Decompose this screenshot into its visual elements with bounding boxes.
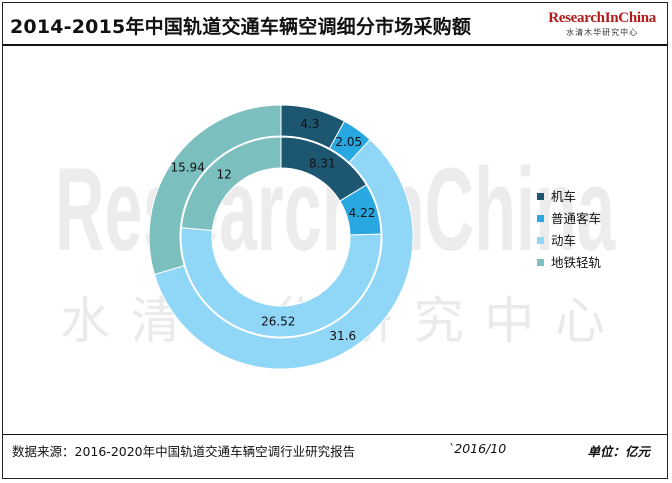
- logo-text-cn: 水清木华研究中心: [566, 28, 639, 37]
- outer-label-emu: 31.6: [329, 329, 356, 343]
- inner-label-locomotive: 8.31: [309, 156, 336, 170]
- legend-swatch-metro: [537, 259, 544, 266]
- footer-date: `2016/10: [448, 441, 507, 456]
- header-divider: [3, 44, 667, 46]
- outer-slice-emu: [153, 138, 414, 370]
- chart-frame: [2, 2, 668, 479]
- legend-swatch-emu: [537, 237, 544, 244]
- logo: ResearchInChina 水清木华研究中心: [548, 10, 656, 38]
- legend-swatch-passenger-coach: [537, 215, 544, 222]
- outer-label-passenger-coach: 2.05: [335, 135, 362, 149]
- logo-text-en: ResearchInChina: [548, 10, 656, 26]
- inner-slice-metro: [180, 136, 282, 232]
- outer-label-locomotive: 4.3: [300, 117, 319, 131]
- legend-swatch-locomotive: [537, 193, 544, 200]
- donut-rings: [148, 104, 414, 370]
- inner-label-emu: 26.52: [261, 314, 295, 328]
- footer-divider: [3, 434, 667, 435]
- legend-label-locomotive: 机车: [551, 189, 576, 204]
- donut-labels: 8.31 4.22 26.52 12 4.3 2.05 31.6 15.94: [170, 117, 375, 343]
- outer-slice-metro: [148, 104, 282, 276]
- inner-label-passenger-coach: 4.22: [349, 206, 376, 220]
- page-title: 2014-2015年中国轨道交通车辆空调细分市场采购额: [10, 16, 472, 38]
- footer-source: 数据来源：2016-2020年中国轨道交通车辆空调行业研究报告: [12, 444, 356, 459]
- legend-label-emu: 动车: [551, 233, 576, 248]
- outer-label-metro: 15.94: [170, 160, 204, 174]
- inner-slice-emu: [180, 227, 382, 338]
- footer-unit: 单位：亿元: [587, 444, 650, 459]
- inner-label-metro: 12: [216, 168, 231, 182]
- legend-label-passenger-coach: 普通客车: [551, 211, 601, 226]
- legend-label-metro: 地铁轻轨: [551, 255, 602, 270]
